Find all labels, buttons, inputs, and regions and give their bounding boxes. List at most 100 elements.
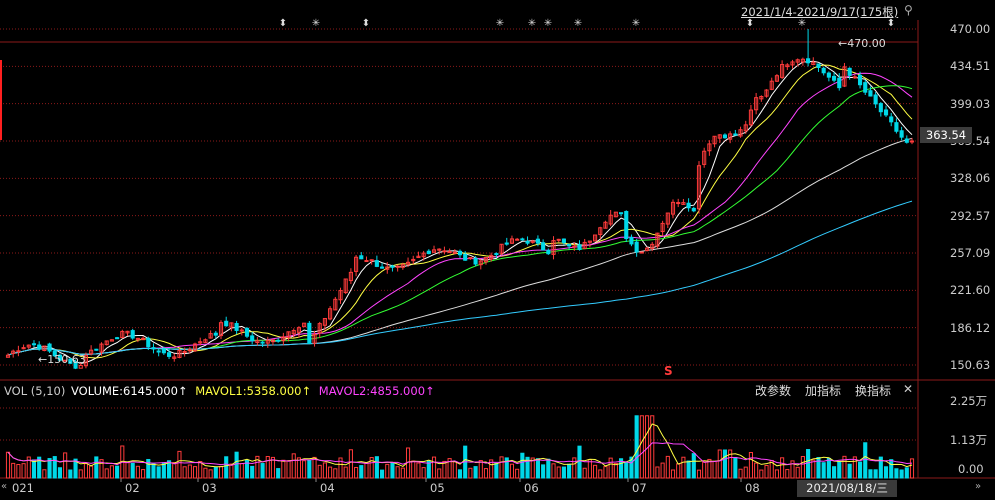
candle	[904, 138, 909, 143]
ma30-line	[7, 85, 913, 356]
candle	[115, 337, 120, 340]
volume-bar	[572, 457, 577, 479]
candle	[504, 242, 509, 245]
candle	[780, 64, 785, 78]
close-icon[interactable]: ✕	[903, 382, 914, 396]
candle	[546, 250, 551, 255]
volume-bar	[307, 459, 312, 479]
volume-bar	[832, 466, 837, 479]
volume-bar	[21, 463, 26, 479]
volume-indicator-label[interactable]: VOL (5,10)	[4, 384, 66, 398]
candle	[774, 75, 779, 82]
volume-bar	[593, 464, 598, 479]
volume-bar	[473, 466, 478, 479]
volume-bar	[343, 466, 348, 479]
mavol10-line	[7, 442, 913, 466]
candle	[478, 260, 483, 266]
candle	[832, 75, 837, 81]
volume-bar	[748, 452, 754, 479]
volume-bar	[354, 466, 359, 479]
candle	[437, 248, 442, 251]
candle	[868, 90, 873, 97]
volume-bar	[790, 460, 795, 479]
candle	[650, 243, 655, 249]
volume-bar	[52, 456, 57, 479]
volume-value: VOLUME:6145.000↑	[71, 384, 188, 398]
candle	[400, 264, 405, 268]
candle	[390, 265, 395, 268]
ma10-line	[7, 64, 913, 359]
price-tick-label: 150.63	[950, 358, 991, 372]
volume-bar	[172, 462, 177, 479]
volume-bar	[707, 458, 712, 479]
candle	[354, 256, 359, 272]
candle	[130, 330, 135, 339]
pin-icon[interactable]: ⚲	[904, 3, 913, 17]
candle	[572, 245, 577, 248]
modify-params-button[interactable]: 改参数	[755, 384, 792, 398]
volume-bar	[478, 460, 483, 479]
volume-bar	[509, 463, 515, 479]
candle	[5, 354, 11, 358]
scroll-left-icon[interactable]: «	[1, 481, 8, 492]
candle	[676, 202, 681, 205]
candle	[21, 347, 26, 350]
candle	[795, 59, 800, 63]
candle	[790, 61, 795, 66]
candle	[754, 97, 759, 111]
candle	[618, 212, 624, 215]
volume-bar	[738, 468, 743, 479]
candle	[26, 344, 31, 348]
month-tick-label: 02	[125, 481, 140, 495]
candle	[218, 322, 224, 337]
month-tick-label: 021	[12, 481, 34, 495]
candle	[364, 260, 369, 263]
volume-bar	[811, 459, 816, 479]
candle	[785, 64, 790, 68]
scroll-right-icon[interactable]: »	[975, 481, 982, 492]
candle	[577, 244, 582, 250]
signal-marker: S	[664, 364, 673, 378]
volume-bar	[883, 466, 889, 479]
volume-bar	[348, 449, 353, 479]
candle	[743, 124, 748, 132]
event-marker: ✳	[632, 18, 640, 29]
volume-bar	[785, 469, 790, 479]
add-indicator-button[interactable]: 加指标	[805, 384, 842, 398]
candle	[52, 350, 57, 357]
candle	[489, 254, 494, 260]
volume-bar	[156, 466, 161, 479]
candle	[42, 345, 47, 352]
volume-bar	[369, 457, 374, 479]
candle	[281, 336, 286, 342]
candle	[421, 252, 426, 258]
candle	[380, 266, 385, 269]
volume-bar	[686, 460, 691, 479]
volume-bar	[743, 466, 748, 479]
volume-bar	[712, 460, 717, 479]
volume-bar	[192, 466, 198, 479]
change-indicator-button[interactable]: 换指标	[855, 384, 892, 398]
volume-bar	[229, 463, 234, 479]
candle	[863, 82, 868, 93]
volume-bar	[385, 463, 390, 479]
candle	[541, 242, 546, 251]
volume-bar	[676, 463, 681, 479]
candle	[556, 238, 561, 241]
candle	[494, 253, 499, 256]
volume-bar	[520, 452, 525, 479]
candle	[57, 354, 63, 361]
candle	[442, 250, 447, 253]
volume-bar	[234, 451, 239, 479]
candle	[525, 240, 530, 244]
volume-bar	[198, 461, 203, 479]
candle	[535, 238, 540, 244]
candle	[411, 258, 416, 262]
candle	[722, 134, 728, 139]
volume-bar	[374, 456, 379, 479]
ma5-line	[7, 60, 913, 365]
volume-bar	[504, 457, 509, 479]
candle	[89, 349, 94, 355]
candle	[229, 322, 234, 328]
